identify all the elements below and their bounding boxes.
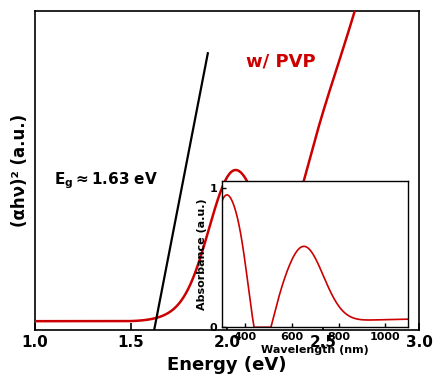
X-axis label: Wavelength (nm): Wavelength (nm) (262, 345, 369, 355)
X-axis label: Energy (eV): Energy (eV) (167, 356, 287, 374)
Text: $\mathbf{E_g \approx 1.63\ eV}$: $\mathbf{E_g \approx 1.63\ eV}$ (54, 171, 158, 191)
Y-axis label: Absorbance (a.u.): Absorbance (a.u.) (197, 198, 206, 310)
Text: w/ PVP: w/ PVP (246, 53, 316, 71)
Y-axis label: (αhν)² (a.u.): (αhν)² (a.u.) (11, 114, 29, 228)
